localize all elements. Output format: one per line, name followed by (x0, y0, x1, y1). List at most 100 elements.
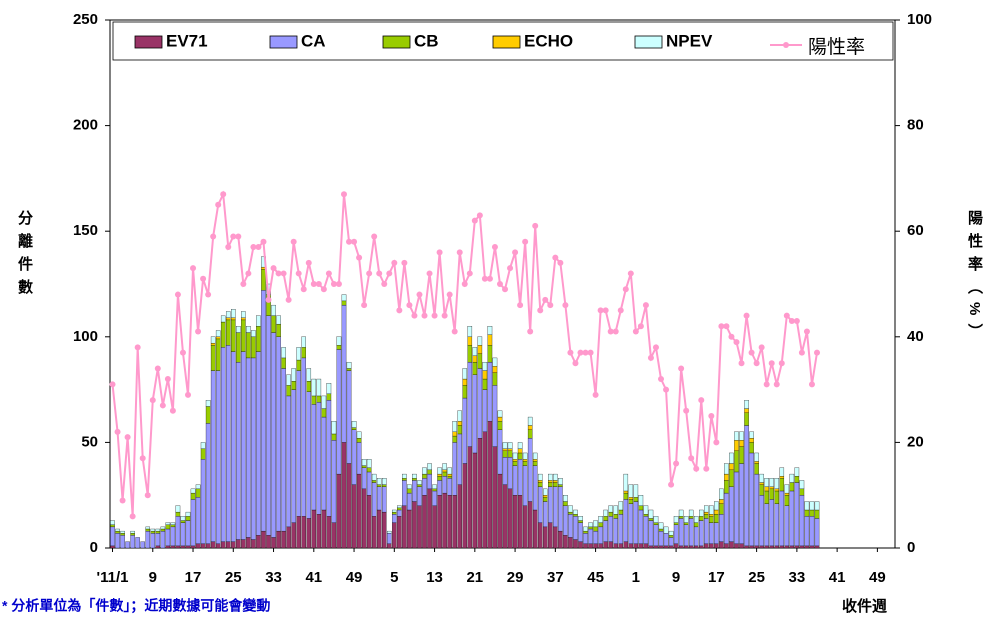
bar-segment (709, 514, 714, 517)
bar-segment (618, 543, 624, 549)
bar-segment (180, 516, 186, 521)
bar-segment (281, 357, 286, 369)
bar-segment (507, 442, 513, 449)
bar-segment (120, 530, 125, 534)
bar-segment (673, 516, 679, 523)
bar-segment (804, 501, 810, 511)
bar-segment (437, 476, 442, 481)
bar-segment (578, 516, 583, 521)
bar-segment (452, 435, 457, 443)
bar-segment (688, 509, 694, 517)
bar-segment (502, 450, 508, 458)
bar-segment (472, 355, 478, 363)
bar-segment (482, 389, 488, 432)
bar-segment (371, 516, 377, 549)
bar-segment (507, 448, 513, 451)
rate-marker (300, 286, 307, 293)
bar-segment (578, 541, 583, 549)
bar-segment (759, 545, 764, 549)
bar-segment (331, 433, 337, 441)
bar-segment (507, 457, 513, 490)
rate-marker (169, 407, 176, 414)
bar-segment (603, 516, 608, 521)
bar-segment (502, 484, 508, 549)
bar-segment (241, 351, 246, 540)
bar-segment (709, 522, 714, 544)
bar-segment (704, 543, 709, 549)
bar-segment (241, 539, 246, 549)
bar-segment (225, 541, 231, 549)
rate-marker (763, 381, 770, 388)
bar-segment (346, 361, 352, 369)
bar-segment (236, 332, 241, 363)
rate-marker (461, 281, 468, 287)
rate-marker (688, 455, 695, 462)
bar-segment (693, 545, 699, 549)
bar-segment (482, 361, 488, 371)
rate-marker (290, 238, 297, 245)
bar-segment (306, 381, 312, 392)
bar-segment (774, 488, 780, 492)
bar-segment (412, 473, 417, 479)
bar-segment (175, 545, 181, 549)
bar-segment (125, 541, 130, 549)
bar-segment (754, 452, 759, 462)
rate-marker (622, 286, 629, 293)
bar-segment (251, 330, 256, 337)
bar-segment (643, 516, 649, 544)
bar-segment (381, 511, 387, 549)
rate-marker (416, 291, 423, 298)
bar-segment (190, 545, 196, 549)
bar-segment (452, 431, 457, 437)
bar-segment (497, 473, 503, 549)
bar-segment (457, 421, 462, 426)
bar-segment (241, 311, 246, 318)
bar-segment (402, 505, 407, 549)
rate-marker (532, 222, 539, 229)
bar-segment (392, 514, 397, 523)
bar-segment (588, 528, 593, 544)
rate-marker (768, 360, 775, 367)
bar-segment (366, 459, 372, 468)
bar-segment (397, 516, 402, 549)
bar-segment (502, 457, 508, 485)
x-tick-label: '11/1 (97, 569, 129, 586)
bar-segment (693, 526, 699, 547)
legend-label: CA (301, 31, 326, 50)
x-tick-label: 9 (149, 569, 157, 586)
bar-segment (673, 543, 679, 549)
bar-segment (336, 345, 342, 350)
bar-segment (185, 511, 191, 517)
bar-segment (477, 353, 483, 369)
bar-segment (236, 539, 241, 549)
bar-segment (306, 391, 312, 519)
bar-segment (517, 452, 523, 460)
bar-segment (427, 469, 432, 475)
bar-segment (512, 465, 518, 496)
bar-segment (457, 433, 462, 485)
bar-segment (623, 490, 629, 494)
bar-segment (231, 309, 236, 318)
bar-segment (155, 528, 161, 532)
bar-segment (724, 473, 729, 481)
bar-segment (336, 349, 342, 475)
bar-segment (477, 368, 483, 439)
x-tick-label: 29 (507, 569, 524, 586)
bar-segment (286, 385, 291, 397)
bar-segment (376, 478, 382, 485)
rate-marker (743, 312, 750, 319)
rate-marker (713, 439, 720, 446)
rate-marker (522, 238, 529, 245)
bar-segment (462, 463, 468, 549)
bar-segment (356, 431, 362, 439)
bar-segment (568, 537, 573, 549)
bar-segment (437, 480, 442, 496)
bar-segment (739, 463, 744, 544)
bar-segment (628, 503, 634, 544)
bar-segment (517, 448, 523, 454)
bar-segment (648, 545, 654, 549)
bar-segment (603, 509, 608, 517)
bar-segment (442, 463, 447, 471)
bar-segment (522, 505, 528, 549)
